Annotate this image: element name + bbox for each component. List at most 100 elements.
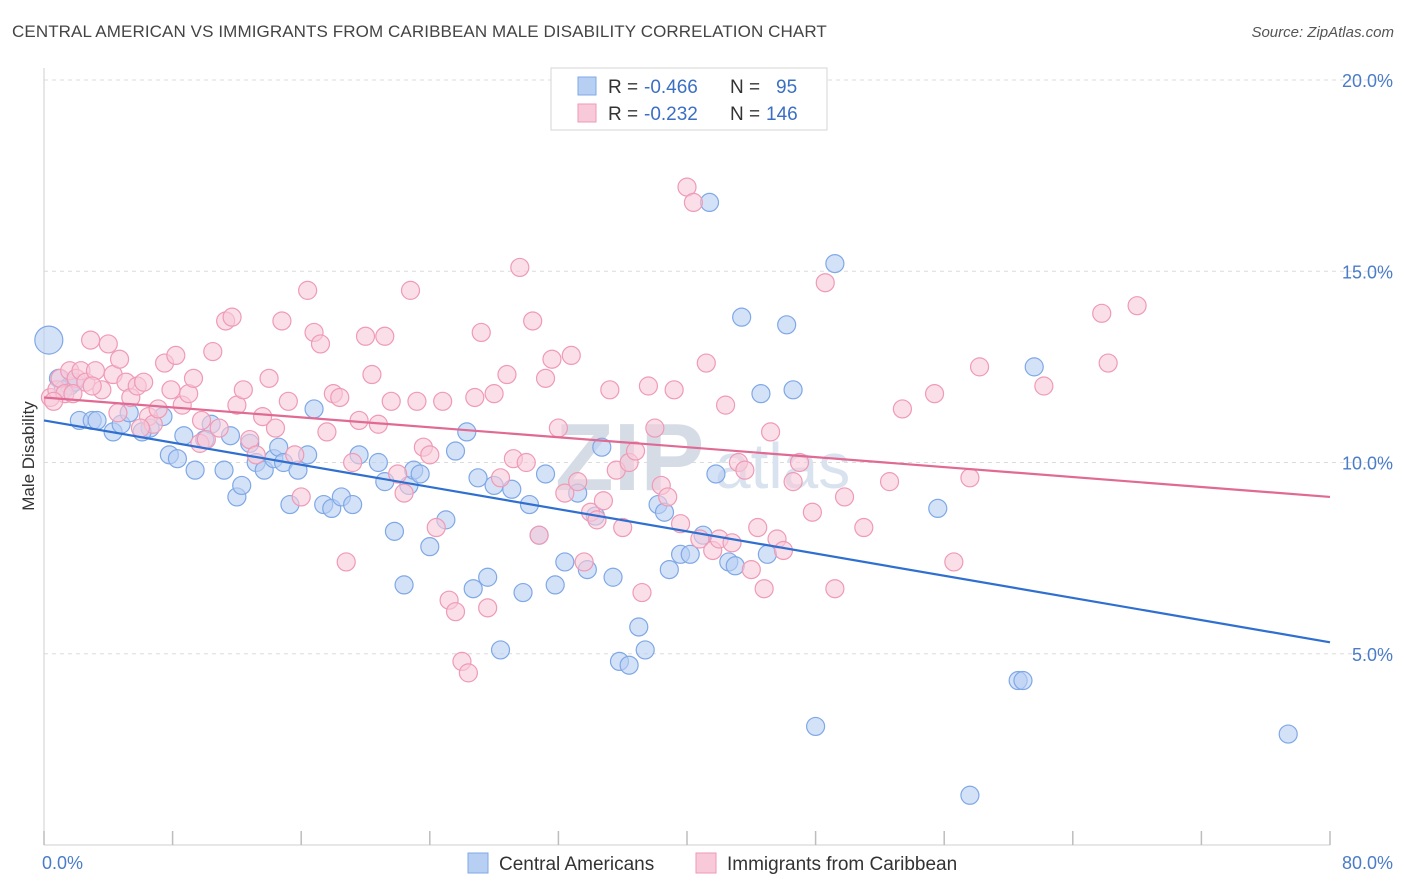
pink-point-102	[670, 514, 691, 534]
blue-point-18	[214, 460, 234, 480]
y-tick-label-1: 10.0%	[1342, 454, 1393, 474]
pink-point-110	[722, 533, 742, 553]
pink-trend-line	[43, 396, 1331, 499]
pink-point-126	[879, 472, 900, 492]
blue-point-large	[34, 325, 64, 355]
pink-point-137	[63, 384, 83, 404]
pink-point-65	[433, 391, 453, 411]
blue-point-63	[592, 437, 612, 457]
pink-point-59	[394, 483, 414, 503]
blue-point-89	[1013, 670, 1033, 691]
pink-point-101	[664, 380, 684, 400]
pink-point-17	[134, 372, 154, 392]
pink-point-90	[593, 491, 614, 511]
pink-point-112	[735, 460, 755, 480]
blue-point-66	[619, 655, 639, 675]
blue-point-80	[751, 384, 771, 404]
blue-point-50	[478, 567, 498, 587]
blue-point-48	[463, 579, 483, 599]
grid-lines	[44, 79, 1392, 655]
series-immigrants-from-caribbean	[40, 177, 1147, 683]
pink-point-135	[1127, 296, 1147, 316]
pink-point-71	[471, 322, 491, 343]
legend-r-label-2: R =	[608, 104, 638, 125]
blue-point-81	[757, 544, 777, 564]
correlation-legend: R = -0.466 N = 95 R = -0.232 N = 146	[550, 67, 828, 131]
blue-point-46	[445, 441, 466, 461]
pink-point-61	[407, 391, 427, 411]
pink-point-83	[548, 418, 569, 438]
blue-point-53	[502, 479, 522, 499]
pink-point-138	[82, 376, 102, 396]
legend-n-value-1: 95	[776, 77, 797, 98]
pink-point-85	[561, 345, 581, 365]
blue-point-84	[805, 716, 826, 737]
y-tick-label-0: 5.0%	[1352, 645, 1393, 665]
pink-point-79	[523, 311, 543, 331]
pink-point-60	[400, 280, 421, 300]
legend-r-label-1: R =	[608, 77, 638, 98]
series-legend: Central Americans Immigrants from Caribb…	[467, 852, 957, 875]
blue-point-79	[732, 307, 752, 327]
pink-point-127	[892, 399, 913, 419]
pink-point-20	[148, 399, 168, 419]
pink-point-115	[754, 579, 774, 599]
pink-point-73	[484, 384, 504, 404]
legend-n-value-2: 146	[766, 104, 798, 125]
pink-point-74	[490, 468, 511, 488]
pink-point-44	[298, 280, 318, 300]
pink-point-56	[375, 326, 395, 346]
pink-point-106	[696, 353, 716, 373]
blue-point-54	[513, 582, 533, 603]
blue-point-14	[174, 426, 194, 446]
legend-r-value-1: -0.466	[644, 77, 698, 98]
pink-point-40	[272, 311, 292, 331]
pink-point-58	[388, 464, 408, 484]
blue-point-15	[185, 460, 205, 480]
blue-point-90	[1024, 357, 1044, 377]
pink-point-77	[510, 257, 530, 278]
pink-point-128	[924, 384, 945, 404]
blue-point-67	[629, 617, 649, 637]
blue-point-87	[960, 785, 980, 805]
legend-r-value-2: -0.232	[644, 104, 698, 125]
y-axis-title: Male Disability	[19, 401, 38, 511]
pink-point-120	[789, 452, 810, 473]
pink-point-13	[109, 349, 130, 369]
pink-point-122	[815, 273, 835, 293]
legend-n-label-2: N =	[730, 104, 760, 125]
pink-point-114	[748, 517, 768, 538]
pink-point-118	[773, 540, 794, 561]
legend-swatch-immigrants-from-caribbean	[695, 852, 717, 874]
pink-point-11	[98, 334, 118, 354]
pink-point-57	[381, 391, 401, 411]
pink-point-121	[802, 502, 822, 522]
blue-point-43	[410, 464, 430, 484]
pink-point-132	[1034, 376, 1054, 396]
blue-point-64	[603, 567, 623, 587]
pink-point-125	[854, 517, 874, 538]
pink-point-104	[683, 192, 704, 212]
pink-point-46	[310, 334, 331, 354]
blue-point-91	[1278, 724, 1298, 744]
pink-point-129	[944, 552, 964, 572]
pink-point-38	[259, 368, 279, 388]
legend-swatch-blue	[577, 76, 597, 96]
pink-point-84	[555, 483, 575, 503]
pink-point-123	[825, 579, 845, 599]
pink-point-95	[625, 441, 646, 461]
pink-point-96	[632, 582, 652, 603]
blue-point-78	[725, 556, 745, 576]
pink-point-134	[1098, 353, 1118, 373]
blue-point-82	[783, 380, 803, 400]
blue-point-31	[304, 399, 324, 419]
blue-point-71	[659, 559, 679, 580]
pink-point-81	[535, 368, 556, 388]
legend-n-label-1: N =	[730, 77, 760, 98]
blue-point-47	[457, 422, 477, 442]
pink-point-89	[587, 510, 607, 530]
blue-point-86	[928, 498, 948, 518]
y-tick-label-2: 15.0%	[1342, 262, 1393, 282]
pink-point-130	[960, 468, 980, 488]
